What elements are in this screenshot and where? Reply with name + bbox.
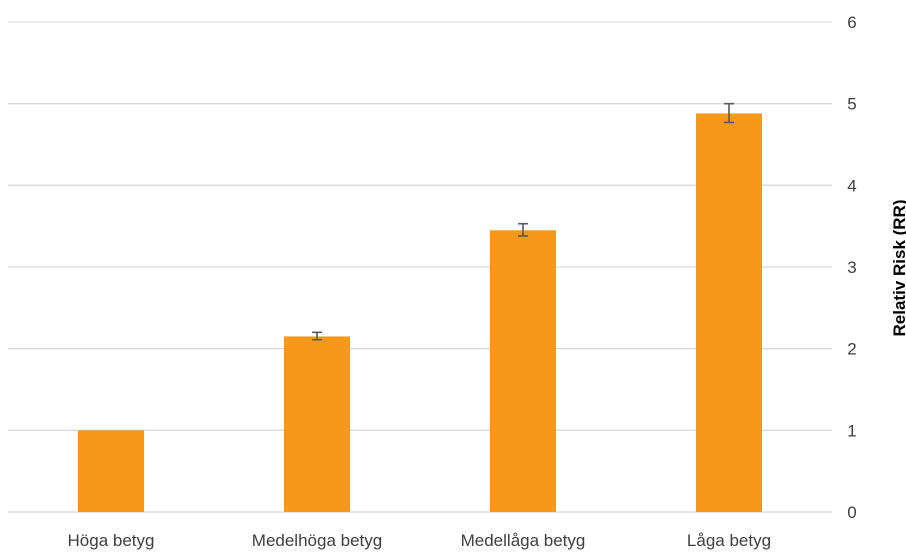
- y-axis-ticks: 0 1 2 3 4 5 6: [847, 13, 856, 522]
- error-bar-2: [312, 331, 322, 341]
- y-tick-label-1: 1: [847, 421, 856, 440]
- y-tick-label-5: 5: [847, 95, 856, 114]
- x-tick-label-2: Medelhöga betyg: [252, 531, 382, 550]
- y-tick-label-6: 6: [847, 13, 856, 32]
- x-axis-labels: Höga betyg Medelhöga betyg Medellåga betyg…: [68, 531, 772, 550]
- y-tick-label-0: 0: [847, 503, 856, 522]
- bar-4: [696, 113, 762, 512]
- x-tick-label-4: Låga betyg: [687, 531, 771, 550]
- bars: [78, 113, 762, 512]
- gridlines: [8, 21, 832, 513]
- x-tick-label-1: Höga betyg: [68, 531, 155, 550]
- error-bar-3: [518, 222, 528, 237]
- x-tick-label-3: Medellåga betyg: [461, 531, 586, 550]
- y-tick-label-4: 4: [847, 176, 856, 195]
- bar-3: [490, 230, 556, 512]
- bar-2: [284, 336, 350, 512]
- bar-1: [78, 430, 144, 512]
- y-axis-title: Relativ Risk (RR): [890, 200, 906, 337]
- error-bar-4: [724, 102, 734, 124]
- error-bars: [312, 102, 734, 341]
- y-tick-label-2: 2: [847, 340, 856, 359]
- y-tick-label-3: 3: [847, 258, 856, 277]
